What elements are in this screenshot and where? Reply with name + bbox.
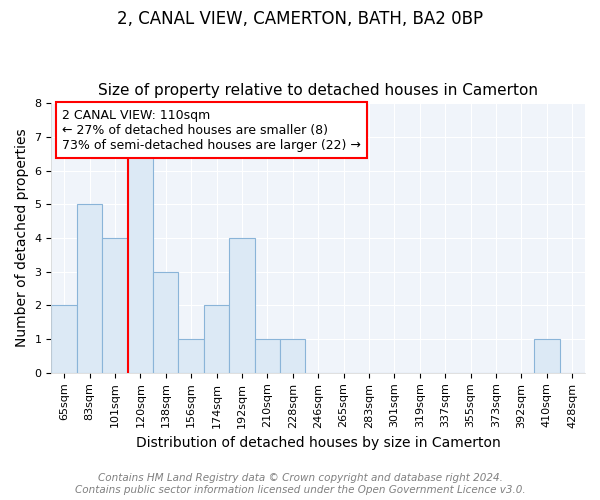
Bar: [153, 272, 178, 373]
Bar: [534, 339, 560, 373]
Bar: [77, 204, 102, 373]
Text: 2 CANAL VIEW: 110sqm
← 27% of detached houses are smaller (8)
73% of semi-detach: 2 CANAL VIEW: 110sqm ← 27% of detached h…: [62, 108, 361, 152]
Title: Size of property relative to detached houses in Camerton: Size of property relative to detached ho…: [98, 83, 538, 98]
X-axis label: Distribution of detached houses by size in Camerton: Distribution of detached houses by size …: [136, 436, 500, 450]
Text: Contains HM Land Registry data © Crown copyright and database right 2024.
Contai: Contains HM Land Registry data © Crown c…: [74, 474, 526, 495]
Bar: [204, 306, 229, 373]
Bar: [178, 339, 204, 373]
Bar: [52, 306, 77, 373]
Bar: [280, 339, 305, 373]
Bar: [128, 137, 153, 373]
Bar: [102, 238, 128, 373]
Y-axis label: Number of detached properties: Number of detached properties: [15, 129, 29, 348]
Bar: [229, 238, 254, 373]
Text: 2, CANAL VIEW, CAMERTON, BATH, BA2 0BP: 2, CANAL VIEW, CAMERTON, BATH, BA2 0BP: [117, 10, 483, 28]
Bar: [254, 339, 280, 373]
